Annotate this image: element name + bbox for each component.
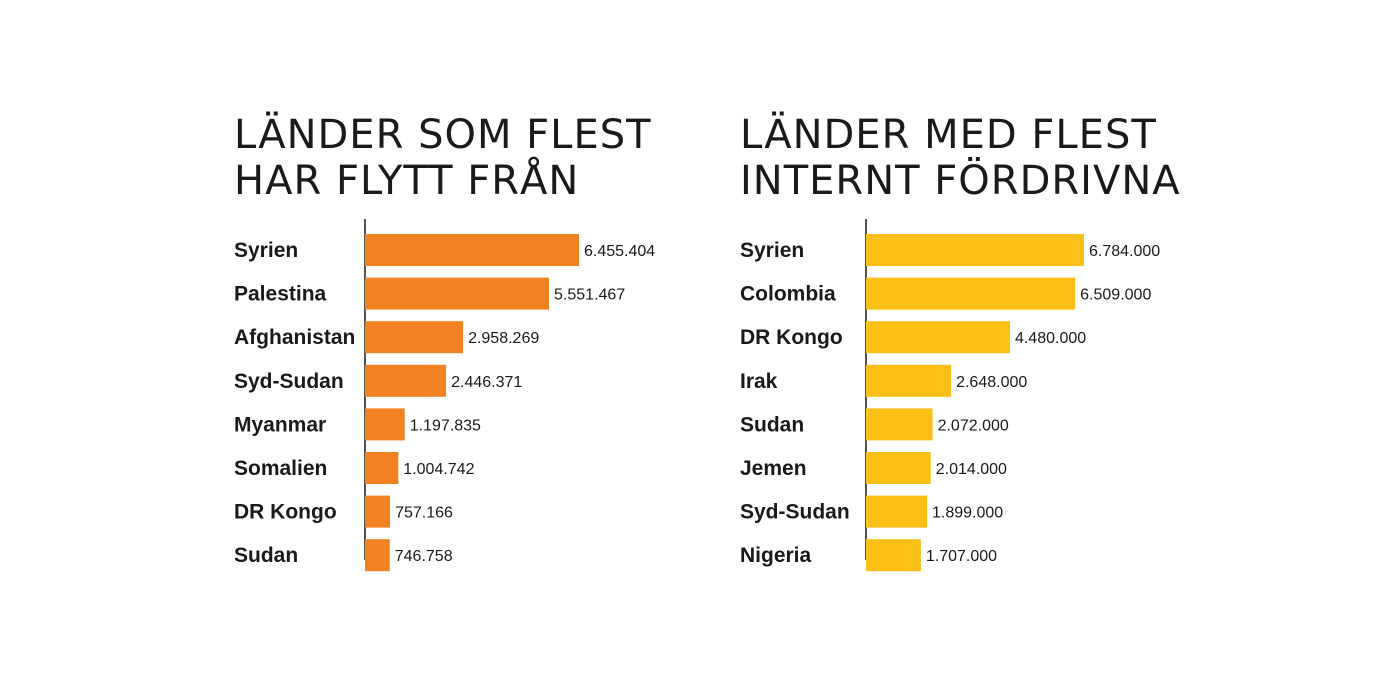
category-label: Syrien [740,239,804,262]
bar [365,539,390,572]
chart-title-line-2: HAR FLYTT FRÅN [234,158,580,204]
chart-title: LÄNDER MED FLEST INTERNT FÖRDRIVNA [740,112,1181,204]
value-label: 2.648.000 [956,374,1027,391]
value-label: 6.784.000 [1089,243,1160,260]
chart-title-line-2: INTERNT FÖRDRIVNA [740,158,1181,204]
value-label: 2.958.269 [468,330,539,347]
bar [365,277,550,310]
bar-chart-plot: Syrien 6.784.000 Colombia 6.509.000 DR Kongo… [740,219,1160,572]
bar [365,495,391,528]
value-label: 757.166 [395,505,453,522]
category-label: Jemen [740,457,807,480]
category-label: Sudan [740,413,804,436]
bar [866,364,952,397]
category-label: Sudan [234,544,298,567]
category-label: Palestina [234,283,327,306]
value-label: 746.758 [395,548,453,565]
chart-left: LÄNDER SOM FLEST HAR FLYTT FRÅN Syrien 6.… [234,0,754,700]
bar [866,408,933,441]
bar-chart-plot: Syrien 6.455.404 Palestina 5.551.467 Afghani… [234,219,655,572]
value-label: 5.551.467 [554,287,625,304]
category-label: Syrien [234,239,298,262]
bar [866,539,921,572]
category-label: Irak [740,370,778,393]
value-label: 2.014.000 [936,461,1007,478]
value-label: 6.455.404 [584,243,655,260]
category-label: Afghanistan [234,326,355,349]
bar [365,321,464,354]
chart-title: LÄNDER SOM FLEST HAR FLYTT FRÅN [234,112,652,204]
category-label: Syd-Sudan [234,370,344,393]
bar [866,495,928,528]
category-label: Nigeria [740,544,812,567]
bar [866,321,1010,354]
chart-right: LÄNDER MED FLEST INTERNT FÖRDRIVNA Syrie… [740,0,1260,700]
value-label: 6.509.000 [1080,287,1151,304]
category-label: Colombia [740,283,836,306]
category-label: DR Kongo [234,501,337,524]
bar [365,364,447,397]
bar [365,234,579,266]
bar [365,452,399,484]
chart-title-line-1: LÄNDER MED FLEST [740,112,1157,158]
value-label: 1.707.000 [926,548,997,565]
bar [866,277,1076,310]
value-label: 1.899.000 [932,505,1003,522]
value-label: 2.072.000 [938,417,1009,434]
bar [866,234,1084,266]
category-label: Syd-Sudan [740,501,850,524]
bar [365,408,405,441]
bar [866,452,931,484]
category-label: Myanmar [234,413,326,436]
category-label: DR Kongo [740,326,843,349]
value-label: 1.197.835 [410,417,481,434]
category-label: Somalien [234,457,327,480]
chart-title-line-1: LÄNDER SOM FLEST [234,112,652,158]
value-label: 1.004.742 [403,461,474,478]
value-label: 2.446.371 [451,374,522,391]
value-label: 4.480.000 [1015,330,1086,347]
